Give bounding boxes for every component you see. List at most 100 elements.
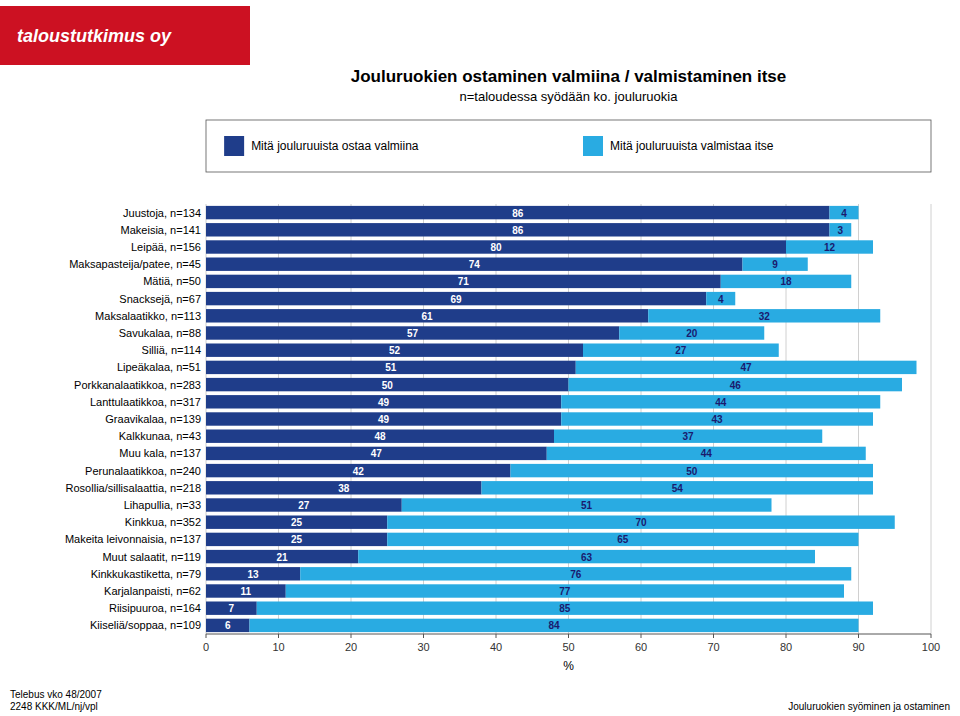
category-label: Rosollia/sillisalaattia, n=218 xyxy=(66,482,201,494)
bar xyxy=(300,567,851,580)
data-label: 27 xyxy=(298,500,310,511)
data-label: 49 xyxy=(378,414,390,425)
category-label: Kinkkua, n=352 xyxy=(125,516,201,528)
bar xyxy=(206,257,743,270)
data-label: 20 xyxy=(686,328,698,339)
bar xyxy=(511,464,874,477)
footer-right: Jouluruokien syöminen ja ostaminen xyxy=(788,701,950,712)
legend-box xyxy=(206,120,931,172)
footer-left: Telebus vko 48/20072248 KKK/ML/nj/vpl xyxy=(10,689,102,712)
background xyxy=(0,0,960,716)
grid xyxy=(206,204,931,634)
bar xyxy=(206,343,583,356)
tick-mark xyxy=(278,634,279,638)
bar xyxy=(206,619,250,632)
x-axis-label: % xyxy=(563,659,574,673)
bar xyxy=(706,292,735,305)
tick-label: 0 xyxy=(203,641,209,653)
bar xyxy=(286,584,844,597)
category-label: Lihapullia, n=33 xyxy=(124,499,201,511)
tick-mark xyxy=(713,634,714,638)
chart: taloustutkimus oyJouluruokien ostaminen … xyxy=(0,0,960,716)
data-label: 65 xyxy=(617,534,629,545)
data-label: 57 xyxy=(407,328,419,339)
tick-mark xyxy=(206,634,207,638)
category-label: Porkkanalaatikkoa, n=283 xyxy=(74,379,201,391)
data-label: 84 xyxy=(548,620,560,631)
data-label: 85 xyxy=(559,603,571,614)
bar xyxy=(206,533,387,546)
data-label: 25 xyxy=(291,517,303,528)
data-label: 50 xyxy=(382,380,394,391)
bar xyxy=(387,533,858,546)
legend-label: Mitä jouluruuista valmistaa itse xyxy=(610,139,774,153)
bar xyxy=(561,412,873,425)
data-label: 47 xyxy=(741,362,753,373)
category-label: Karjalanpaisti, n=62 xyxy=(104,585,201,597)
bar xyxy=(554,429,822,442)
data-label: 9 xyxy=(772,259,778,270)
bar xyxy=(206,240,786,253)
tick-mark xyxy=(496,634,497,638)
bar xyxy=(206,378,569,391)
bar xyxy=(786,240,873,253)
data-label: 80 xyxy=(490,242,502,253)
data-label: 71 xyxy=(458,276,470,287)
bar xyxy=(547,447,866,460)
tick-mark xyxy=(641,634,642,638)
data-label: 13 xyxy=(248,569,260,580)
bar xyxy=(206,292,706,305)
data-label: 18 xyxy=(780,276,792,287)
data-label: 25 xyxy=(291,534,303,545)
category-label: Makeisia, n=141 xyxy=(121,224,201,236)
data-label: 44 xyxy=(715,397,727,408)
category-label: Maksalaatikko, n=113 xyxy=(95,310,201,322)
bar xyxy=(743,257,808,270)
chart-container: taloustutkimus oyJouluruokien ostaminen … xyxy=(0,0,960,716)
bar xyxy=(206,550,358,563)
tick-label: 30 xyxy=(417,641,429,653)
subtitle: n=taloudessa syödään ko. jouluruokia xyxy=(460,89,679,104)
bar xyxy=(830,206,859,219)
category-label: Maksapasteija/patee, n=45 xyxy=(69,258,201,270)
category-label: Mätiä, n=50 xyxy=(143,275,201,287)
footer-line: Telebus vko 48/2007 xyxy=(10,689,102,700)
tick-label: 90 xyxy=(852,641,864,653)
data-label: 63 xyxy=(581,552,593,563)
header-text: taloustutkimus oy xyxy=(17,26,172,46)
bar xyxy=(830,223,852,236)
data-label: 4 xyxy=(718,294,724,305)
grid-line xyxy=(931,204,932,634)
bar xyxy=(387,515,895,528)
bar xyxy=(206,326,619,339)
bar xyxy=(206,309,648,322)
data-label: 52 xyxy=(389,345,401,356)
category-label: Juustoja, n=134 xyxy=(123,207,201,219)
data-label: 86 xyxy=(512,225,524,236)
tick-label: 70 xyxy=(707,641,719,653)
data-label: 7 xyxy=(229,603,235,614)
bar xyxy=(206,447,547,460)
category-label: Kinkkukastiketta, n=79 xyxy=(91,568,201,580)
bar xyxy=(206,515,387,528)
data-label: 27 xyxy=(675,345,687,356)
legend-swatch xyxy=(583,136,603,156)
tick-label: 10 xyxy=(272,641,284,653)
data-label: 32 xyxy=(759,311,771,322)
data-label: 12 xyxy=(824,242,836,253)
tick-mark xyxy=(858,634,859,638)
category-label: Kalkkunaa, n=43 xyxy=(119,430,201,442)
data-label: 51 xyxy=(581,500,593,511)
x-axis-line xyxy=(206,634,931,635)
bar xyxy=(648,309,880,322)
data-label: 49 xyxy=(378,397,390,408)
category-label: Lipeäkalaa, n=51 xyxy=(117,361,201,373)
category-label: Riisipuuroa, n=164 xyxy=(109,602,201,614)
tick-mark xyxy=(423,634,424,638)
data-label: 37 xyxy=(683,431,695,442)
tick-mark xyxy=(931,634,932,638)
tick-label: 100 xyxy=(922,641,940,653)
legend-label: Mitä jouluruuista ostaa valmiina xyxy=(251,139,419,153)
bar xyxy=(402,498,772,511)
data-label: 43 xyxy=(712,414,724,425)
